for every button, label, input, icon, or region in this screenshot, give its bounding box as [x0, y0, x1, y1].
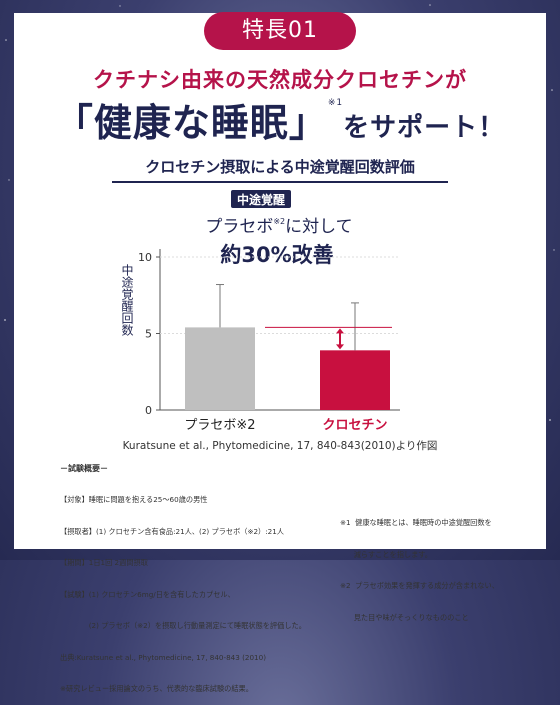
- footnote-line: ※2 プラセボ効果を発揮する成分が含まれない、: [340, 581, 499, 590]
- footnotes: ※1 健康な睡眠とは、睡眠時の中途覚醒回数を 減らすことを指します。 ※2 プラ…: [340, 497, 499, 634]
- annotation-tag-bg: [231, 190, 291, 208]
- note-line: 【摂取者】(1) クロセチン含有食品:21人、(2) プラセボ（※2）:21人: [60, 526, 284, 536]
- x-tick-label: プラセボ※2: [184, 418, 255, 433]
- headline-footnote-mark: ※1: [327, 98, 344, 108]
- notes-title: －試験概要－: [60, 464, 108, 473]
- citation: Kuratsune et al., Phytomedicine, 17, 840…: [122, 440, 438, 452]
- note-line: 【試験】(1) クロセチン6mg/日を含有したカプセル、: [60, 589, 235, 599]
- y-tick-label: 5: [145, 328, 152, 341]
- headline-main: 「健康な睡眠」: [54, 101, 328, 145]
- chart-subtitle: クロセチン摂取による中途覚醒回数評価: [145, 158, 415, 176]
- improvement-arrowhead-down: [336, 344, 344, 350]
- headline-line1: クチナシ由来の天然成分クロセチンが: [93, 68, 467, 92]
- bar-chart: 中途覚醒 プラセボ※2に対して 約30%改善 中途覚醒回数 0510プラセボ※2…: [120, 190, 400, 433]
- y-tick-label: 10: [138, 251, 152, 264]
- headline-tail: をサポート！: [343, 113, 506, 143]
- content-card: [14, 13, 546, 549]
- annotation-line2: 約30%改善: [220, 243, 333, 267]
- footnote-line: 見た目や味がそっくりなもののこと: [340, 612, 469, 622]
- plot-area: 0 5 10 プラセボ※2 クロセチン: [138, 249, 400, 433]
- annotation-line1-tail: に対して: [285, 217, 353, 237]
- note-line: (2) プラセボ（※2）を摂取し行動量測定にて睡眠状態を評価した。: [60, 621, 306, 630]
- bar-placebo: [185, 327, 255, 410]
- subtitle-underline: [112, 181, 448, 183]
- bar-crocetin: [320, 350, 390, 410]
- annotation-line1-sup: ※2: [273, 217, 285, 226]
- improvement-arrowhead-up: [336, 328, 344, 334]
- note-line: ※研究レビュー採用論文のうち、代表的な臨床試験の結果。: [60, 684, 253, 693]
- annotation-line1: プラセボ※2に対して: [205, 217, 352, 237]
- footnote-line: ※1 健康な睡眠とは、睡眠時の中途覚醒回数を: [340, 518, 492, 527]
- headline-line2: 「健康な睡眠」※1 をサポート！: [0, 92, 560, 147]
- y-axis-label: 中途覚醒回数: [120, 263, 134, 337]
- note-line: 【対象】睡眠に問題を抱える25〜60歳の男性: [60, 495, 208, 504]
- annotation-line1-main: プラセボ: [205, 217, 273, 237]
- footnote-line: 減らすことを指します。: [340, 549, 432, 559]
- x-tick-label: クロセチン: [322, 418, 387, 433]
- feature-badge: 特長01: [204, 12, 356, 50]
- annotation-tag: 中途覚醒: [237, 192, 285, 207]
- y-tick-label: 0: [145, 404, 152, 417]
- note-line: 出典:Kuratsune et al., Phytomedicine, 17, …: [60, 652, 266, 662]
- study-notes: 【対象】睡眠に問題を抱える25〜60歳の男性 【摂取者】(1) クロセチン含有食…: [60, 474, 306, 705]
